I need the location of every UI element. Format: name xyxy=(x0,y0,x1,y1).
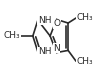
Text: CH₃: CH₃ xyxy=(76,57,93,66)
Text: NH: NH xyxy=(38,47,51,56)
Text: CH₃: CH₃ xyxy=(76,14,93,22)
Text: CH₃: CH₃ xyxy=(4,32,21,40)
Text: NH: NH xyxy=(38,16,51,25)
Text: O: O xyxy=(53,19,60,28)
Text: N: N xyxy=(53,44,60,53)
